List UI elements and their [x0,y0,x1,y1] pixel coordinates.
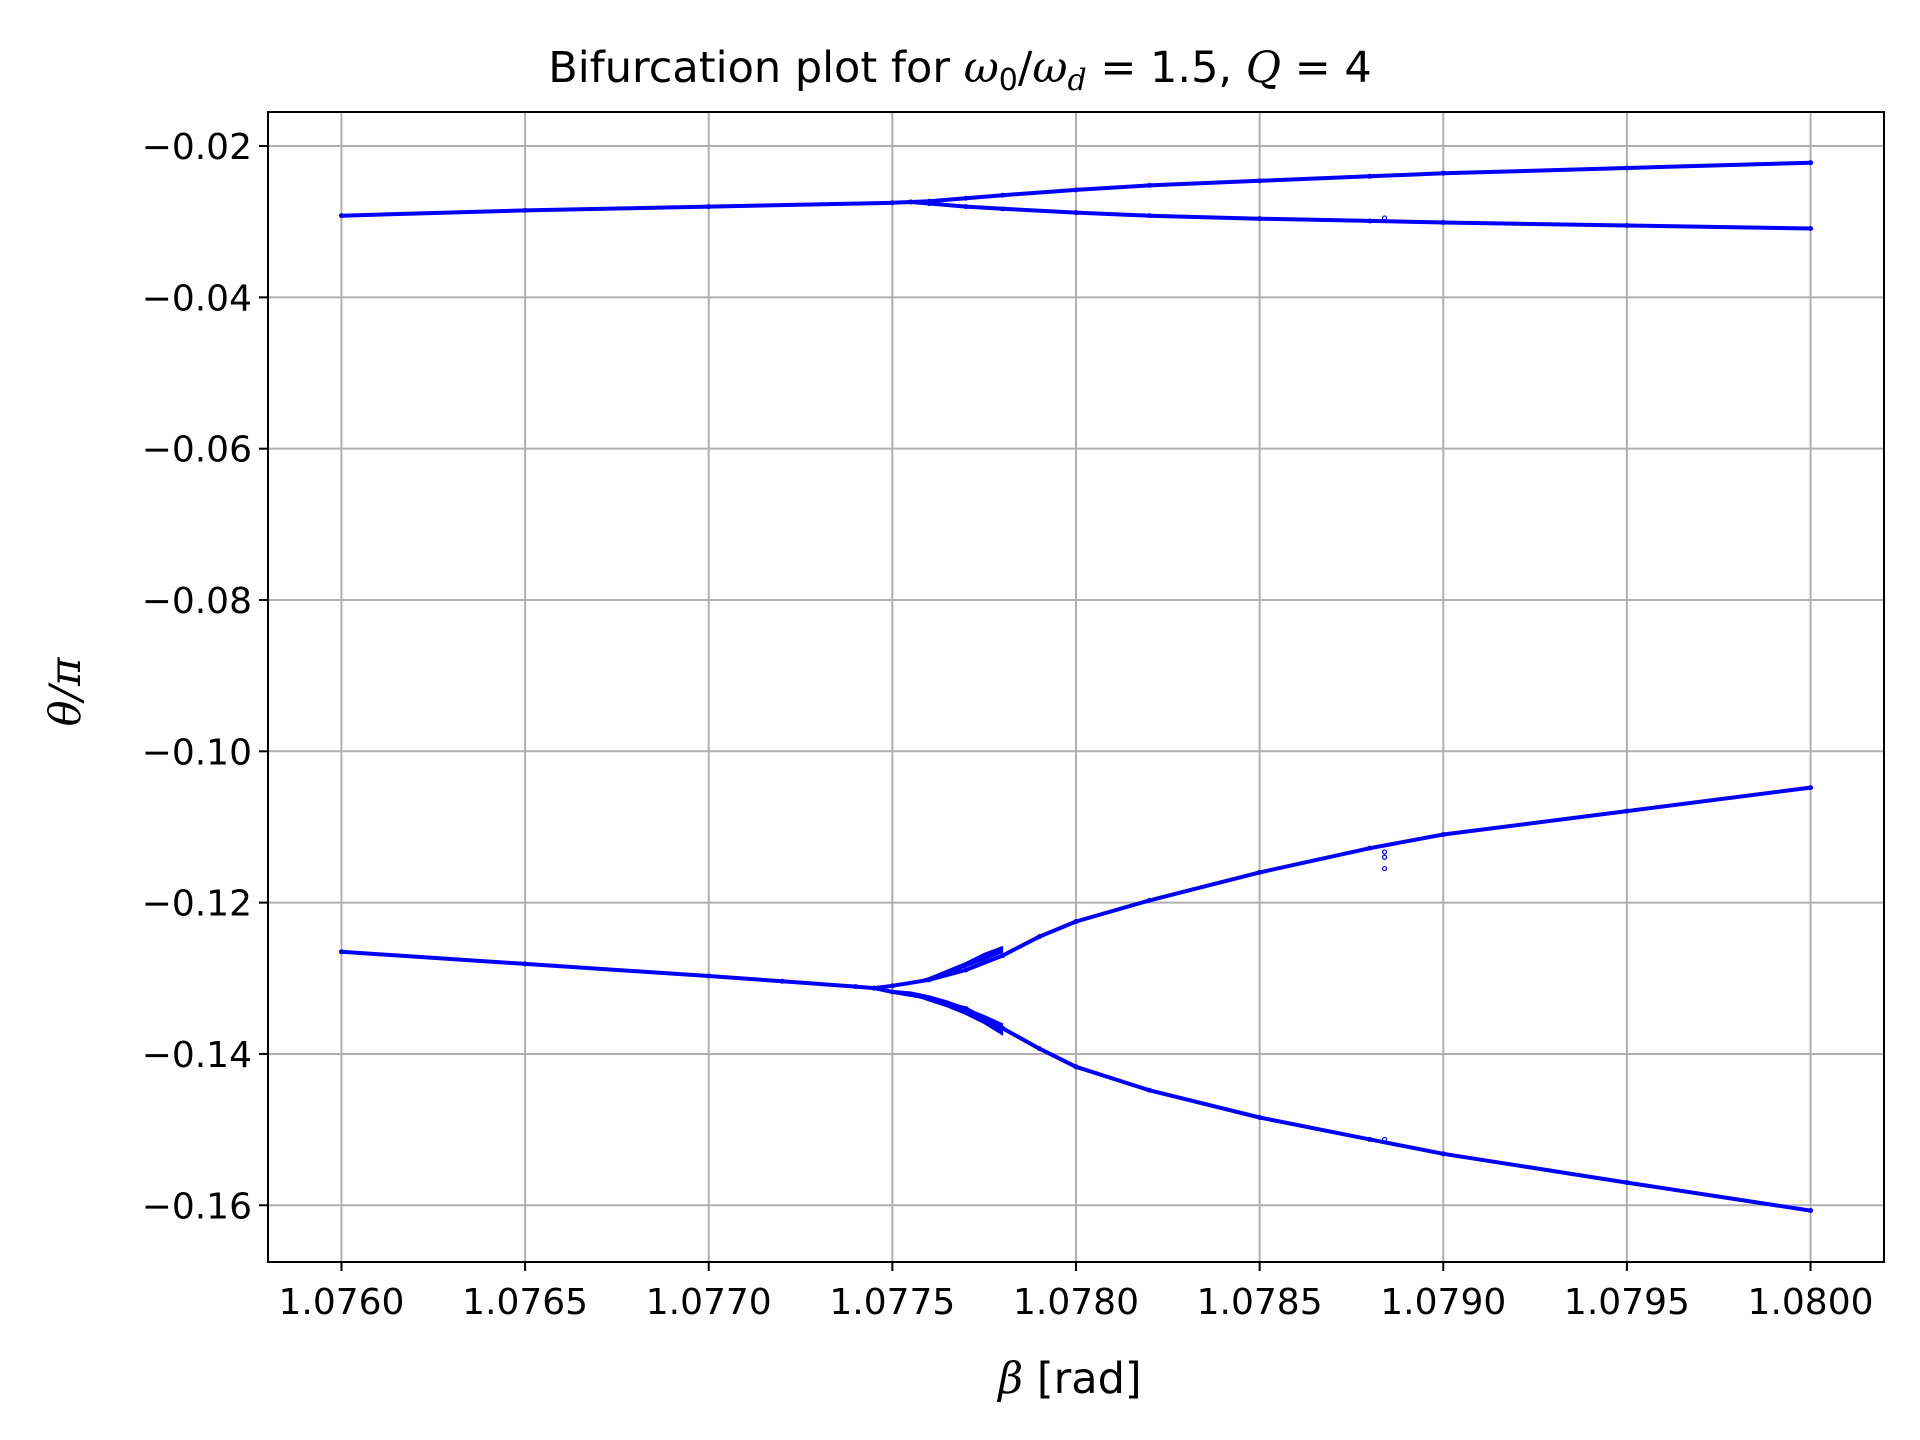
data-point [1073,919,1079,925]
branch-line [339,785,1813,991]
data-point [1036,1046,1042,1052]
data-point [1000,1025,1006,1031]
data-point [1073,210,1079,216]
data-point [1367,173,1373,179]
data-point [963,204,969,210]
data-point [1000,953,1006,959]
data-point [1000,192,1006,198]
data-point [338,213,344,219]
chart-title: Bifurcation plot for ω0/ωd = 1.5, Q = 4 [548,43,1372,98]
data-point [1073,1064,1079,1070]
branch-series [871,985,1814,1214]
data-point [1146,897,1152,903]
y-tick-label: −0.02 [142,127,252,168]
data-point [1624,808,1630,814]
data-point [1440,219,1446,225]
data-point [926,201,932,207]
y-tick-label: −0.04 [142,278,252,319]
data-point [853,984,859,990]
data-point [926,995,932,1001]
data-point [706,204,712,210]
y-tick-label: −0.10 [142,732,252,773]
y-axis-label: θ/π [41,657,91,726]
data-point [522,961,528,967]
x-tick-label: 1.0770 [646,1282,772,1323]
data-point [1624,222,1630,228]
outlier-point [1381,865,1388,872]
y-tick-label: −0.06 [142,430,252,471]
data-point [1073,187,1079,193]
data-point [1257,869,1263,875]
data-point [1367,1136,1373,1142]
data-point [1257,178,1263,184]
branch-series [908,199,1814,232]
branch-series [338,160,1814,219]
outlier-points [1381,215,1388,1143]
x-tick-label: 1.0800 [1748,1282,1874,1323]
y-tick-label: −0.08 [142,581,252,622]
x-tick-label: 1.0795 [1564,1282,1690,1323]
data-point [963,1006,969,1012]
data-point [1808,226,1814,232]
data-point [522,207,528,213]
data-point [338,949,344,955]
data-point [926,977,932,983]
data-series [338,160,1814,1214]
data-point [889,200,895,206]
data-point [1808,1208,1814,1214]
data-point [1036,934,1042,940]
data-point [1440,832,1446,838]
data-point [1440,170,1446,176]
x-tick-label: 1.0780 [1013,1282,1139,1323]
grid-lines [268,112,1884,1262]
data-point [963,195,969,201]
x-tick-label: 1.0775 [829,1282,955,1323]
data-point [1624,1180,1630,1186]
x-tick-label: 1.0760 [278,1282,404,1323]
data-point [871,985,877,991]
data-point [1146,182,1152,188]
x-axis-ticks: 1.0760 1.0765 1.0770 1.0775 1.0780 1.0785 1.07… [278,1262,1874,1323]
data-point [1146,213,1152,219]
outlier-point [1381,1136,1388,1143]
x-tick-label: 1.0765 [462,1282,588,1323]
x-tick-label: 1.0785 [1197,1282,1323,1323]
y-tick-label: −0.12 [142,884,252,925]
y-axis-ticks: −0.02 −0.04 −0.06 −0.08 −0.10 −0.12 −0.14 −0.16 [142,127,268,1227]
data-point [1367,218,1373,224]
data-point [1808,785,1814,791]
outlier-point [1381,215,1388,221]
data-point [779,978,785,984]
data-point [1624,165,1630,171]
outlier-point [1381,854,1388,860]
data-point [1000,206,1006,212]
data-point [889,989,895,995]
y-tick-label: −0.16 [142,1186,252,1227]
data-point [1808,160,1814,166]
data-point [1367,845,1373,851]
y-tick-label: −0.14 [142,1035,252,1076]
data-point [706,973,712,979]
x-tick-label: 1.0790 [1380,1282,1506,1323]
data-point [963,967,969,973]
bifurcation-fan [891,989,1003,1036]
data-point [1257,216,1263,222]
data-point [1146,1087,1152,1093]
outlier-point [1381,849,1388,855]
data-point [908,199,914,205]
data-point [1257,1114,1263,1120]
data-point [1440,1151,1446,1157]
data-point [889,983,895,989]
x-axis-label: β [rad] [996,1354,1141,1404]
